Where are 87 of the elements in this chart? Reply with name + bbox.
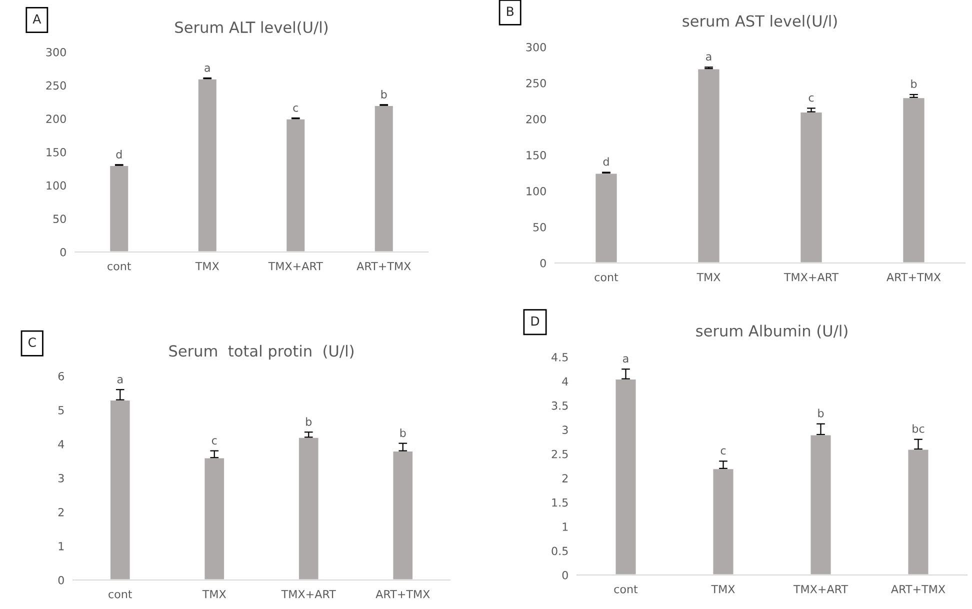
y-tick-label: 5 (58, 406, 64, 414)
bar (799, 111, 824, 263)
x-tick-label: cont (614, 585, 638, 594)
y-tick-label: 150 (526, 150, 546, 160)
y-tick-label: 0 (60, 248, 66, 256)
x-tick-label: ART+TMX (356, 262, 411, 270)
y-tick-label: 6 (58, 372, 64, 380)
annotation: c (808, 95, 814, 102)
annotation: c (212, 438, 217, 445)
x-tick-label: TMX+ART (281, 590, 336, 598)
bar (696, 68, 721, 263)
bar (902, 96, 926, 263)
y-tick-label: 4.5 (552, 353, 568, 362)
y-tick-label: 150 (46, 148, 66, 156)
x-tick-label: TMX+ART (784, 273, 839, 282)
text: B (507, 6, 514, 16)
bar (614, 378, 638, 575)
y-tick-label: 0 (562, 570, 568, 580)
y-tick-label: 3.5 (552, 401, 568, 410)
annotation: a (623, 356, 628, 363)
x-tick-label: TMX (195, 262, 220, 270)
x-tick-label: TMX (696, 273, 720, 282)
bar (285, 118, 306, 252)
x-tick-label: cont (594, 273, 618, 282)
annotation: b (381, 90, 387, 99)
bar (298, 436, 320, 580)
x-tick-label: ART+TMX (886, 273, 941, 282)
annotation: a (204, 65, 210, 72)
annotation: b (306, 417, 312, 426)
chart-title: serum Albumin (U/l) (696, 324, 848, 338)
y-tick-label: 2 (58, 508, 64, 516)
y-tick-label: 1 (562, 522, 568, 531)
annotation: b (400, 428, 406, 438)
y-tick-label: 50 (533, 222, 546, 232)
annotation: b (818, 408, 824, 418)
chart-title: Serum total protin (U/l) (169, 344, 354, 360)
y-tick-label: 0.5 (552, 546, 568, 556)
x-tick-label: ART+TMX (891, 585, 946, 594)
bar (712, 468, 735, 575)
y-tick-label: 2.5 (552, 450, 568, 458)
y-tick-label: 1.5 (552, 498, 568, 507)
y-tick-label: 0 (540, 258, 546, 268)
x-tick-label: ART+TMX (376, 590, 430, 598)
x-tick-label: cont (108, 262, 132, 270)
annotation: bc (912, 424, 924, 433)
y-tick-label: 300 (526, 42, 546, 52)
annotation: c (293, 105, 298, 112)
y-tick-label: 2 (562, 474, 568, 482)
annotation: a (706, 54, 712, 61)
y-tick-label: 100 (46, 181, 66, 190)
bar (203, 456, 226, 580)
bar (109, 399, 132, 580)
y-tick-label: 250 (46, 81, 66, 90)
x-tick-label: TMX+ART (793, 585, 848, 594)
y-tick-label: 200 (46, 114, 66, 124)
y-tick-label: 1 (58, 542, 64, 550)
y-tick-label: 50 (53, 214, 66, 224)
x-tick-label: cont (108, 590, 132, 598)
bar (906, 448, 930, 575)
annotation: a (117, 376, 123, 384)
y-tick-label: 4 (58, 440, 64, 448)
bar (392, 450, 414, 580)
y-tick-label: 300 (46, 48, 66, 56)
y-tick-label: 100 (526, 186, 546, 196)
annotation: d (116, 150, 122, 159)
y-tick-label: 4 (562, 377, 568, 386)
bar (196, 78, 218, 252)
text: C (28, 338, 36, 347)
x-tick-label: TMX (711, 585, 735, 594)
bar (373, 104, 394, 252)
y-tick-label: 3 (58, 474, 64, 482)
x-tick-label: TMX+ART (268, 262, 323, 270)
chart-title: Serum ALT level(U/l) (175, 21, 328, 35)
x-tick-label: TMX (202, 590, 226, 598)
y-tick-label: 0 (58, 576, 64, 584)
bar (108, 164, 130, 252)
bar (809, 434, 832, 575)
y-tick-label: 200 (526, 114, 546, 124)
text: A (32, 14, 42, 24)
annotation: c (720, 448, 726, 455)
y-tick-label: 250 (526, 78, 546, 88)
chart-title: serum AST level(U/l) (682, 14, 837, 29)
bar (594, 172, 618, 263)
y-tick-label: 3 (562, 426, 568, 434)
text: D (531, 316, 540, 326)
annotation: d (603, 157, 609, 166)
annotation: b (911, 79, 917, 88)
